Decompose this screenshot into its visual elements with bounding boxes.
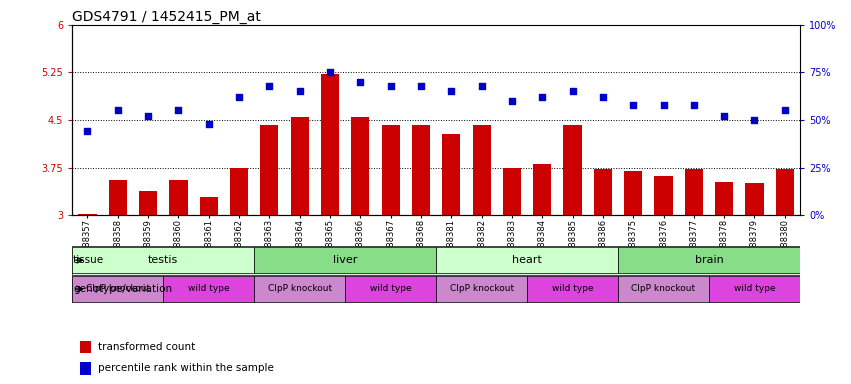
Point xyxy=(687,102,700,108)
Bar xyxy=(654,176,672,215)
Point xyxy=(717,113,731,119)
Bar xyxy=(80,362,91,375)
Bar xyxy=(321,74,339,215)
Point xyxy=(657,102,671,108)
Text: ClpP knockout: ClpP knockout xyxy=(449,285,514,293)
Bar xyxy=(618,276,709,302)
Bar xyxy=(169,180,187,215)
Bar xyxy=(533,164,551,215)
Point xyxy=(384,83,397,89)
Bar xyxy=(436,247,618,273)
Text: liver: liver xyxy=(333,255,357,265)
Text: wild type: wild type xyxy=(370,285,412,293)
Bar xyxy=(527,276,618,302)
Text: wild type: wild type xyxy=(551,285,593,293)
Text: wild type: wild type xyxy=(734,285,775,293)
Point xyxy=(475,83,488,89)
Bar xyxy=(685,169,703,215)
Point xyxy=(626,102,640,108)
Bar xyxy=(200,197,218,215)
Point xyxy=(293,88,306,94)
Bar xyxy=(618,247,800,273)
Bar xyxy=(109,180,127,215)
Bar xyxy=(78,214,96,215)
Bar xyxy=(594,169,612,215)
Point xyxy=(444,88,458,94)
Point xyxy=(111,108,124,114)
Bar xyxy=(80,341,91,353)
Bar xyxy=(351,117,369,215)
Bar xyxy=(139,191,157,215)
Point xyxy=(566,88,580,94)
Point xyxy=(505,98,519,104)
Bar xyxy=(260,125,278,215)
Point xyxy=(202,121,215,127)
Bar xyxy=(624,171,643,215)
Point xyxy=(748,117,762,123)
Point xyxy=(596,94,609,100)
Bar xyxy=(163,276,254,302)
Text: testis: testis xyxy=(148,255,179,265)
Bar xyxy=(775,169,794,215)
Bar xyxy=(412,125,430,215)
Text: GDS4791 / 1452415_PM_at: GDS4791 / 1452415_PM_at xyxy=(72,10,261,24)
Bar xyxy=(715,182,734,215)
Text: transformed count: transformed count xyxy=(98,342,195,352)
Bar xyxy=(472,125,491,215)
Bar xyxy=(72,247,254,273)
Text: brain: brain xyxy=(694,255,723,265)
Text: heart: heart xyxy=(512,255,542,265)
Text: genotype/variation: genotype/variation xyxy=(73,284,172,294)
Bar xyxy=(72,276,163,302)
Bar xyxy=(290,117,309,215)
Text: wild type: wild type xyxy=(188,285,230,293)
Bar xyxy=(443,134,460,215)
Point xyxy=(414,83,428,89)
Bar xyxy=(381,125,400,215)
Bar xyxy=(254,247,436,273)
Text: tissue: tissue xyxy=(73,255,104,265)
Bar xyxy=(346,276,436,302)
Point xyxy=(263,83,277,89)
Bar xyxy=(436,276,527,302)
Point xyxy=(172,108,186,114)
Bar xyxy=(230,167,248,215)
Point xyxy=(535,94,549,100)
Point xyxy=(353,79,367,85)
Point xyxy=(81,128,94,134)
Text: ClpP knockout: ClpP knockout xyxy=(86,285,150,293)
Bar xyxy=(563,125,581,215)
Point xyxy=(323,70,337,76)
Bar xyxy=(745,184,763,215)
Text: ClpP knockout: ClpP knockout xyxy=(268,285,332,293)
Point xyxy=(141,113,155,119)
Point xyxy=(778,108,791,114)
Bar xyxy=(503,167,521,215)
Text: ClpP knockout: ClpP knockout xyxy=(631,285,695,293)
Point xyxy=(232,94,246,100)
Bar xyxy=(254,276,346,302)
Text: percentile rank within the sample: percentile rank within the sample xyxy=(98,363,274,373)
Bar xyxy=(709,276,800,302)
